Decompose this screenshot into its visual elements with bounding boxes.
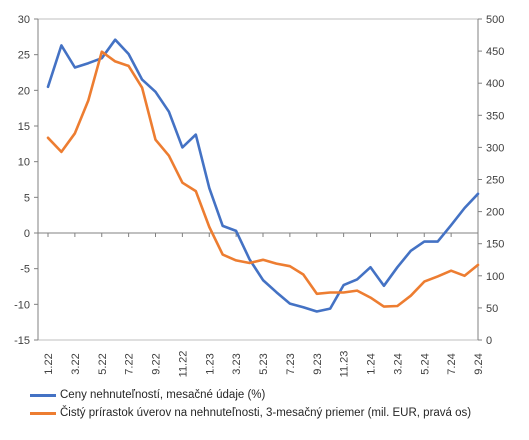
x-axis-tick-label: 3.23 <box>231 353 243 374</box>
right-axis-tick-label: 450 <box>486 46 504 58</box>
x-axis-tick-label: 1.22 <box>43 353 55 374</box>
x-axis-tick-label: 5.22 <box>97 353 109 374</box>
right-axis-tick-label: 200 <box>486 207 504 219</box>
x-axis-tick-label: 7.23 <box>285 353 297 374</box>
x-axis-tick-label: 1.24 <box>366 353 378 374</box>
x-axis-tick-label: 11.22 <box>177 351 189 378</box>
right-axis-tick-label: 0 <box>486 335 492 347</box>
x-axis-tick-label: 5.24 <box>419 353 431 374</box>
legend-label-loans: Čistý prírastok úverov na nehnuteľnosti,… <box>60 407 472 419</box>
legend-swatch-loans <box>30 411 56 415</box>
right-axis-tick-label: 250 <box>486 175 504 187</box>
left-axis-tick-label: 5 <box>24 192 30 204</box>
x-axis-tick-label: 9.23 <box>312 353 324 374</box>
left-axis-tick-label: 10 <box>18 157 30 169</box>
x-axis-tick-label: 7.24 <box>446 353 458 374</box>
left-axis-tick-label: 25 <box>18 50 30 62</box>
legend-swatch-prices <box>30 393 56 397</box>
x-axis-tick-label: 3.22 <box>70 353 82 374</box>
left-axis-tick-label: 15 <box>18 121 30 133</box>
right-axis-tick-label: 300 <box>486 142 504 154</box>
series-line-prices <box>46 38 480 313</box>
right-axis-tick-label: 100 <box>486 271 504 283</box>
right-axis-tick-label: 50 <box>486 303 498 315</box>
legend-label-prices: Ceny nehnuteľností, mesačné údaje (%) <box>60 389 266 401</box>
left-axis-tick-label: 30 <box>18 14 30 26</box>
plot-frame <box>37 18 479 341</box>
right-axis-tick-label: 150 <box>486 239 504 251</box>
x-axis-tick-label: 3.24 <box>392 353 404 374</box>
x-axis-tick-label: 9.24 <box>473 353 485 374</box>
x-axis-tick-label: 1.23 <box>204 353 216 374</box>
x-axis-tick-label: 11.23 <box>339 351 351 378</box>
legend: Ceny nehnuteľností, mesačné údaje (%) Či… <box>30 386 471 422</box>
right-axis-tick-label: 400 <box>486 78 504 90</box>
x-axis-tick-label: 9.22 <box>151 353 163 374</box>
left-axis-tick-label: 0 <box>24 228 30 240</box>
series-line-loans <box>46 50 480 308</box>
right-axis-tick-label: 350 <box>486 110 504 122</box>
left-axis-tick-label: -5 <box>20 264 30 276</box>
left-axis-tick-label: -10 <box>14 299 30 311</box>
x-axis-tick-label: 7.22 <box>124 353 136 374</box>
x-axis-tick-label: 5.23 <box>258 353 270 374</box>
legend-item-prices: Ceny nehnuteľností, mesačné údaje (%) <box>30 386 471 404</box>
left-axis-tick-label: 20 <box>18 85 30 97</box>
left-axis-tick-label: -15 <box>14 335 30 347</box>
right-axis-tick-label: 500 <box>486 14 504 26</box>
legend-item-loans: Čistý prírastok úverov na nehnuteľnosti,… <box>30 404 471 422</box>
